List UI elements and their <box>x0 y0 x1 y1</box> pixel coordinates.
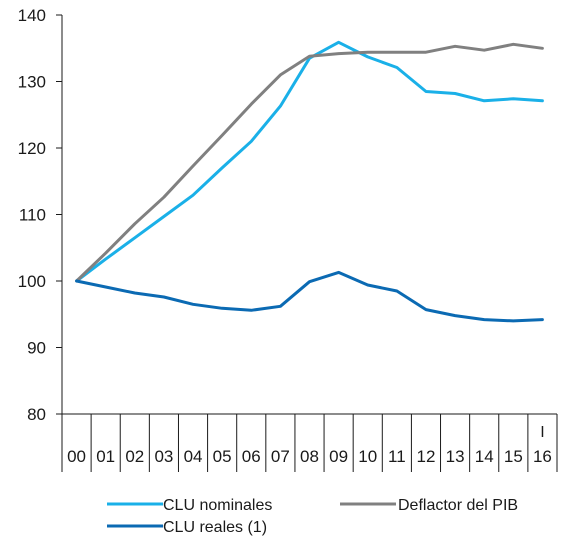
x-sublabel: I <box>540 424 544 441</box>
x-tick-label: 15 <box>504 447 523 466</box>
series-line-1 <box>75 42 544 283</box>
x-tick-label: 01 <box>96 447 115 466</box>
x-tick-label: 09 <box>329 447 348 466</box>
legend-label: CLU reales (1) <box>163 519 267 536</box>
x-tick-label: 06 <box>242 447 261 466</box>
series-line-0 <box>75 40 544 283</box>
y-tick-label: 90 <box>27 339 46 358</box>
y-tick-label: 80 <box>27 405 46 424</box>
x-tick-label: 10 <box>358 447 377 466</box>
y-tick-label: 120 <box>18 139 46 158</box>
legend-label: Deflactor del PIB <box>398 497 518 514</box>
x-tick-label: 11 <box>388 447 406 466</box>
x-tick-label: 13 <box>446 447 465 466</box>
x-tick-label: 03 <box>154 447 173 466</box>
y-tick-label: 130 <box>18 73 46 92</box>
y-axis: 80 90 100 110 120 130 140 <box>18 6 63 424</box>
x-tick-label: 14 <box>475 447 494 466</box>
x-tick-label: 12 <box>417 447 436 466</box>
y-tick-label: 140 <box>18 6 46 25</box>
series-lines <box>75 40 544 323</box>
series-line-2 <box>75 270 544 323</box>
x-tick-label: 04 <box>184 447 203 466</box>
x-tick-label: 07 <box>271 447 290 466</box>
x-tick-label: 00 <box>67 447 86 466</box>
x-tick-label: 02 <box>125 447 144 466</box>
x-tick-label: 08 <box>300 447 319 466</box>
x-axis: 00 01 02 03 04 05 06 07 08 09 10 11 12 13 14 15 16 I <box>61 413 558 472</box>
legend: CLU nominales Deflactor del PIB CLU reales… <box>107 497 518 536</box>
y-tick-label: 110 <box>19 206 46 225</box>
x-tick-label: 05 <box>213 447 232 466</box>
legend-label: CLU nominales <box>163 497 272 514</box>
x-tick-label: 16 <box>533 447 552 466</box>
y-tick-label: 100 <box>18 272 46 291</box>
